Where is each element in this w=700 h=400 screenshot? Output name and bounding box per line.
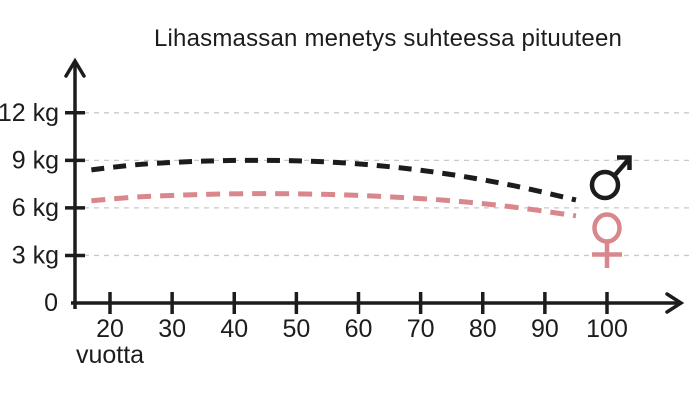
x-tick-label-50: 50 bbox=[282, 315, 310, 343]
x-tick-label-30: 30 bbox=[158, 315, 186, 343]
y-tick-label-9kg: 9 kg bbox=[12, 146, 59, 174]
x-axis-arrow-icon bbox=[665, 292, 685, 314]
x-tick-label-60: 60 bbox=[345, 315, 373, 343]
y-origin-label: 0 bbox=[44, 289, 58, 317]
x-tick-label-90: 90 bbox=[531, 315, 559, 343]
y-tick-label-3kg: 3 kg bbox=[12, 241, 59, 269]
x-tick-label-70: 70 bbox=[407, 315, 435, 343]
y-tick-label-12kg: 12 kg bbox=[0, 99, 59, 127]
x-tick-label-40: 40 bbox=[220, 315, 248, 343]
x-axis-unit-label: vuotta bbox=[76, 341, 144, 369]
male-mars-arrow-shaft bbox=[612, 158, 631, 177]
x-tick-label-80: 80 bbox=[469, 315, 497, 343]
female-curve bbox=[91, 191, 577, 219]
x-tick-label-20: 20 bbox=[96, 315, 124, 343]
female-venus-icon bbox=[592, 212, 622, 244]
y-tick-label-6kg: 6 kg bbox=[12, 194, 59, 222]
x-tick-label-100: 100 bbox=[586, 315, 628, 343]
male-curve bbox=[91, 157, 577, 203]
male-mars-arrow-head bbox=[617, 155, 632, 170]
y-axis-arrow-icon bbox=[64, 57, 86, 78]
chart-title: Lihasmassan menetys suhteessa pituuteen bbox=[153, 25, 623, 52]
male-mars-icon bbox=[589, 169, 621, 201]
